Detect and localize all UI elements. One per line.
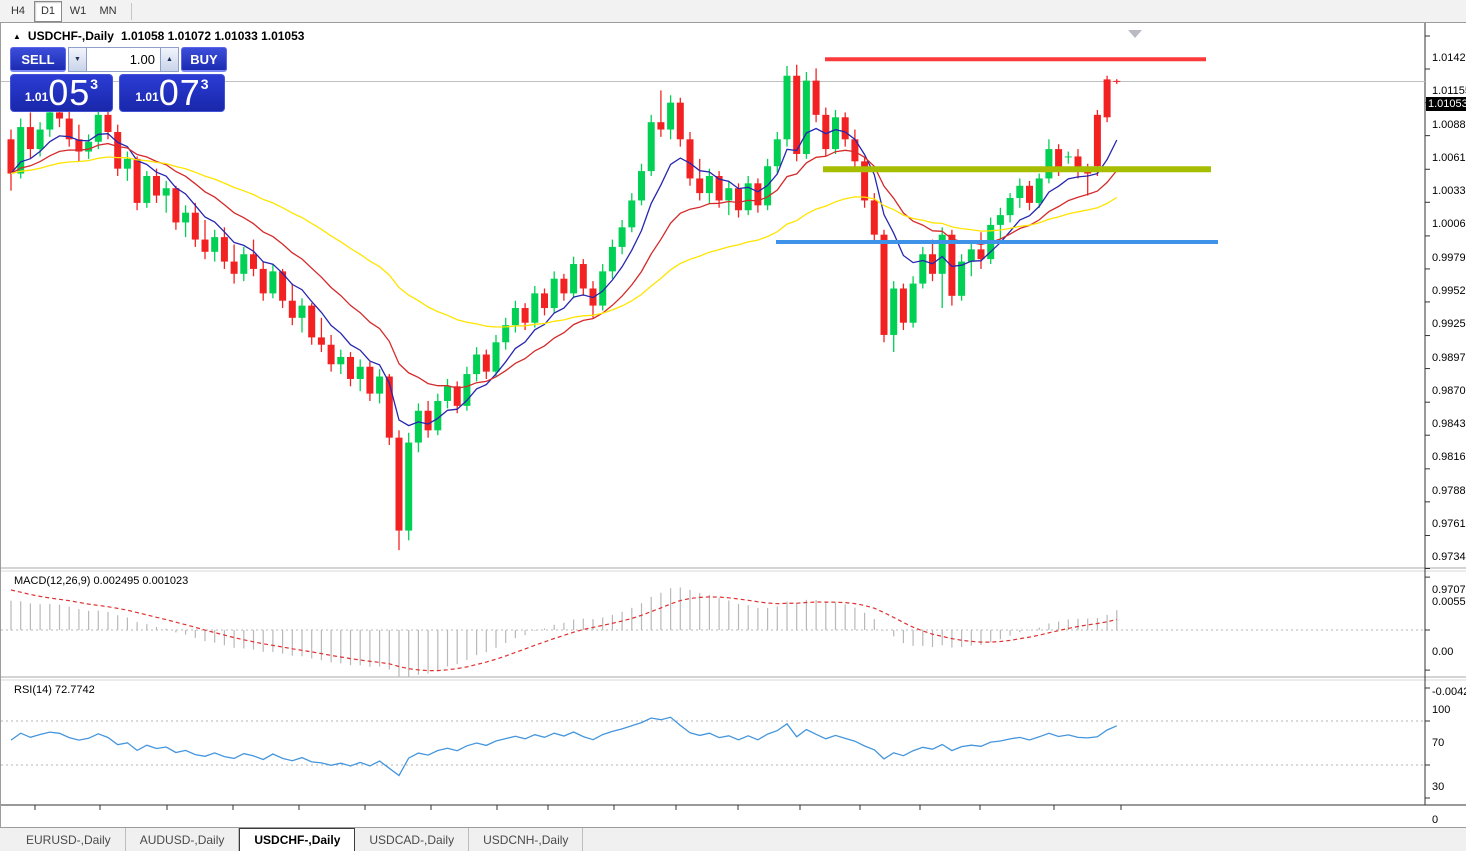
buy-price-sup: 3 <box>200 76 209 92</box>
volume-decrease-button[interactable]: ▼ <box>68 47 87 72</box>
timeframe-button-d1[interactable]: D1 <box>34 0 62 22</box>
moving-average-line <box>10 127 1118 427</box>
one-click-trading-panel: SELL ▼ ▲ BUY 1.01 05 3 1.01 07 3 <box>10 47 227 112</box>
spinner-up-icon: ▲ <box>166 56 173 63</box>
chart-tab-usdcnh-daily[interactable]: USDCNH-,Daily <box>469 828 584 851</box>
sell-price-prefix: 1.01 <box>24 90 49 104</box>
chart-tab-audusd-daily[interactable]: AUDUSD-,Daily <box>126 828 240 851</box>
chart-shift-marker-icon <box>1128 30 1142 38</box>
chart-tab-usdcad-daily[interactable]: USDCAD-,Daily <box>355 828 470 851</box>
rsi-axis-label: 30 <box>1432 781 1445 793</box>
chart-symbol-label: USDCHF-,Daily <box>27 29 114 43</box>
chart-tab-eurusd-daily[interactable]: EURUSD-,Daily <box>12 828 126 851</box>
current-price-tag: 1.01053 <box>1426 97 1466 112</box>
toolbar-separator <box>131 2 132 20</box>
price-axis-label: 1.00880 <box>1432 118 1466 131</box>
period-toolbar: H4 D1 W1 MN <box>0 0 1466 23</box>
macd-histogram <box>10 587 1118 678</box>
chart-window: ▲ USDCHF-,Daily 1.01058 1.01072 1.01033 … <box>0 23 1466 851</box>
price-axis-label: 0.97615 <box>1432 517 1466 530</box>
sell-button[interactable]: SELL <box>10 47 66 72</box>
spinner-down-icon: ▼ <box>74 56 81 63</box>
timeframe-button-h4[interactable]: H4 <box>10 5 26 17</box>
chart-ohlc-values: 1.01058 1.01072 1.01033 1.01053 <box>120 29 305 43</box>
rsi-line <box>10 716 1118 777</box>
price-axis-label: 1.00610 <box>1432 151 1466 164</box>
chart-tab-usdchf-daily[interactable]: USDCHF-,Daily <box>239 828 356 851</box>
moving-average-line <box>10 156 1118 328</box>
volume-input[interactable] <box>87 47 160 72</box>
price-axis-label: 0.97885 <box>1432 484 1466 497</box>
buy-button[interactable]: BUY <box>181 47 227 72</box>
price-axis-label: 1.01155 <box>1432 85 1466 97</box>
macd-signal-line <box>10 589 1117 672</box>
period-buttons: H4 D1 W1 MN <box>3 0 123 22</box>
rsi-indicator-label: RSI(14) 72.7742 <box>14 684 95 696</box>
rsi-axis-label: 70 <box>1432 737 1445 749</box>
timeframe-button-w1[interactable]: W1 <box>69 5 87 17</box>
chart-canvas[interactable] <box>1 23 1466 851</box>
buy-price-big: 07 <box>158 72 201 113</box>
candlestick-series <box>7 64 1121 551</box>
timeframe-button-mn[interactable]: MN <box>99 5 117 17</box>
macd-indicator-label: MACD(12,26,9) 0.002495 0.001023 <box>14 575 189 587</box>
macd-axis-label: 0.005571 <box>1432 596 1466 608</box>
symbol-marker-icon: ▲ <box>13 31 21 41</box>
price-axis-label: 1.00335 <box>1432 185 1466 198</box>
macd-axis-label: 0.00 <box>1432 646 1454 658</box>
rsi-axis-label: 0 <box>1432 814 1439 826</box>
rsi-axis-label: 100 <box>1432 704 1451 716</box>
volume-increase-button[interactable]: ▲ <box>160 47 179 72</box>
sell-price-big: 05 <box>48 72 91 113</box>
price-axis-label: 1.00065 <box>1432 218 1466 231</box>
sell-price-sup: 3 <box>90 76 99 92</box>
chart-title: ▲ USDCHF-,Daily 1.01058 1.01072 1.01033 … <box>13 29 304 43</box>
buy-price-display[interactable]: 1.01 07 3 <box>119 74 225 112</box>
moving-average-line <box>10 142 1118 389</box>
macd-axis-label: -0.004224 <box>1432 686 1466 699</box>
sell-price-display[interactable]: 1.01 05 3 <box>10 74 113 112</box>
price-axis-label: 0.98975 <box>1432 351 1466 364</box>
price-axis-label: 0.98705 <box>1432 384 1466 397</box>
price-axis-label: 1.01425 <box>1432 51 1466 64</box>
symbol-tab-bar: EURUSD-,Daily AUDUSD-,Daily USDCHF-,Daily U… <box>0 827 1466 851</box>
buy-price-prefix: 1.01 <box>135 90 159 104</box>
